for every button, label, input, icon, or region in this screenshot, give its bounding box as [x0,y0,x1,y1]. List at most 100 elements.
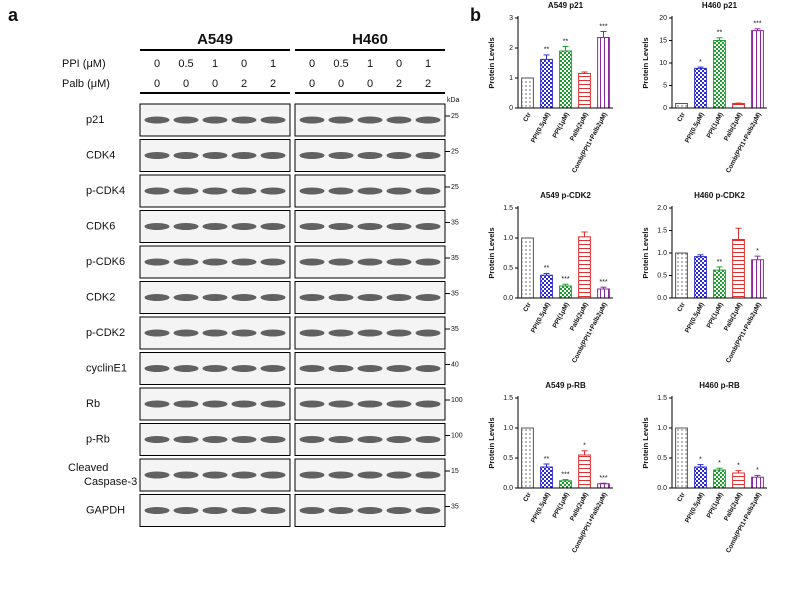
x-tick-label: Palb(2μM) [723,111,744,142]
band [260,152,286,159]
protein-label: p-CDK6 [86,256,125,268]
band [357,187,383,195]
band [173,187,199,195]
x-tick-label: PPI(1μM) [706,111,725,139]
significance: *** [561,471,569,478]
y-axis-label: Protein Levels [641,417,650,468]
band [415,187,441,195]
kda-marker: 35 [451,255,459,262]
band [202,223,228,230]
dose: 0 [212,78,218,90]
y-tick-label: 1 [509,75,513,82]
band [202,329,228,337]
x-tick-label: Ctr [522,111,533,123]
band [357,116,383,124]
band [202,116,228,124]
bar [521,77,534,109]
band [260,116,286,124]
band [173,329,199,337]
band [173,152,199,159]
band [415,116,441,124]
band [415,507,441,514]
band [386,329,412,337]
band [202,294,228,301]
protein-label: p-Rb [86,433,110,445]
y-tick-label: 20 [659,15,667,22]
x-tick-label: PPI(0.5μM) [530,301,552,334]
bar [540,466,553,489]
band [173,223,199,230]
chart-title: A549 p21 [548,1,584,10]
protein-label: p-CDK4 [86,185,125,197]
chart-title: H460 p-CDK2 [694,191,745,200]
band [231,365,257,372]
bar [751,30,764,109]
band [299,507,325,514]
band [231,258,257,266]
band [231,471,257,479]
band [144,223,170,230]
kda-marker: 35 [451,326,459,333]
dose: 1 [367,58,373,70]
dose: 1 [425,58,431,70]
bar [521,237,534,299]
band [386,400,412,408]
bar [732,239,745,299]
band [386,152,412,159]
dose: 2 [396,78,402,90]
band [144,436,170,443]
condition-label: Palb (μM) [62,78,110,90]
y-axis-label: Protein Levels [487,37,496,88]
y-tick-label: 0.5 [503,455,513,462]
band [299,436,325,443]
band [173,294,199,301]
y-tick-label: 1.0 [503,425,513,432]
y-tick-label: 0.0 [503,295,513,302]
y-tick-label: 3 [509,15,513,22]
band [357,471,383,479]
band [386,436,412,443]
band [144,258,170,266]
panel-label: b [470,5,481,25]
band [328,187,354,195]
x-tick-label: Ctr [676,491,687,503]
band [231,187,257,195]
protein-label: CDK6 [86,220,115,232]
band [386,294,412,301]
band [415,436,441,443]
band [386,116,412,124]
protein-label: p-CDK2 [86,327,125,339]
x-tick-label: Palb(2μM) [723,491,744,522]
significance: ** [717,259,723,266]
band [299,258,325,266]
x-tick-label: Comb(PPI1+Palb2μM) [725,491,763,554]
panel-label: a [8,5,19,25]
band [173,471,199,479]
y-tick-label: 1.5 [657,227,667,234]
band [231,507,257,514]
band [386,507,412,514]
band [386,365,412,372]
bar [559,50,572,109]
band [231,400,257,408]
bar [559,285,572,299]
band [328,258,354,266]
protein-label: cyclinE1 [86,362,127,374]
band [173,400,199,408]
y-tick-label: 1.5 [657,395,667,402]
y-tick-label: 0.0 [657,485,667,492]
band [173,116,199,124]
x-tick-label: PPI(1μM) [552,301,571,329]
significance: *** [561,276,569,283]
x-tick-label: Palb(2μM) [723,301,744,332]
band [415,471,441,479]
significance: ** [544,265,550,272]
band [357,329,383,337]
band [173,365,199,372]
y-tick-label: 0 [663,105,667,112]
band [202,365,228,372]
band [231,329,257,337]
significance: * [737,462,740,469]
band [144,187,170,195]
